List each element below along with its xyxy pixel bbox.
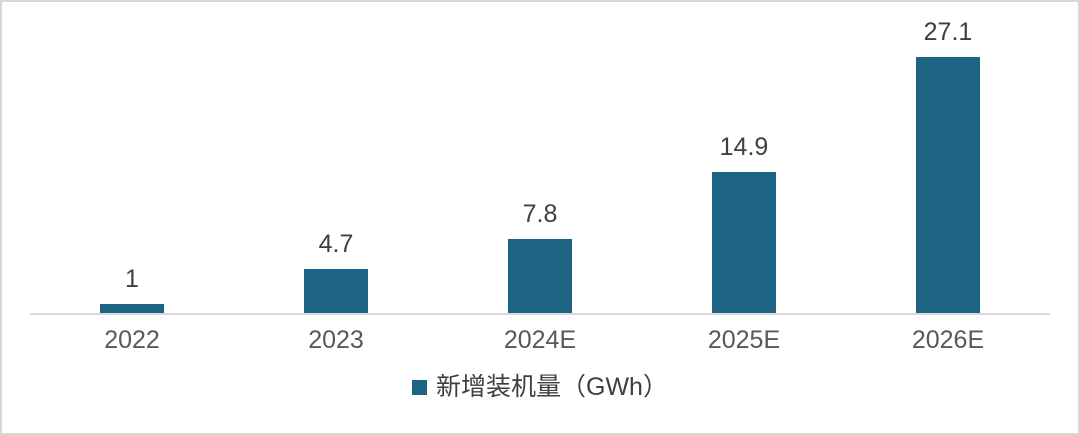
legend: 新增装机量（GWh） bbox=[2, 372, 1078, 402]
bar-column: 27.1 bbox=[846, 17, 1050, 313]
x-tick-label: 2022 bbox=[104, 326, 160, 354]
bar-value-label: 27.1 bbox=[923, 18, 973, 46]
legend-swatch-icon bbox=[412, 379, 428, 395]
bar bbox=[916, 57, 980, 313]
plot-area: 1 4.7 7.8 14.9 27.1 bbox=[30, 2, 1050, 315]
legend-label: 新增装机量（GWh） bbox=[436, 373, 668, 401]
bar bbox=[304, 269, 368, 313]
bar bbox=[100, 304, 164, 313]
x-tick-label: 2026E bbox=[911, 326, 985, 354]
bar-value-label: 7.8 bbox=[522, 200, 558, 228]
bar bbox=[712, 172, 776, 313]
x-tick-label: 2024E bbox=[503, 326, 577, 354]
x-tick-label: 2023 bbox=[308, 326, 364, 354]
bar bbox=[508, 239, 572, 313]
x-tick-label: 2025E bbox=[707, 326, 781, 354]
x-axis-tick-labels: 2022 2023 2024E 2025E 2026E bbox=[30, 325, 1050, 355]
bar-value-label: 4.7 bbox=[318, 230, 354, 258]
bar-value-label: 14.9 bbox=[719, 133, 769, 161]
bar-column: 7.8 bbox=[438, 199, 642, 313]
bar-column: 4.7 bbox=[234, 229, 438, 313]
bar-column: 14.9 bbox=[642, 132, 846, 313]
bar-column: 1 bbox=[30, 264, 234, 313]
bar-value-label: 1 bbox=[125, 265, 139, 293]
